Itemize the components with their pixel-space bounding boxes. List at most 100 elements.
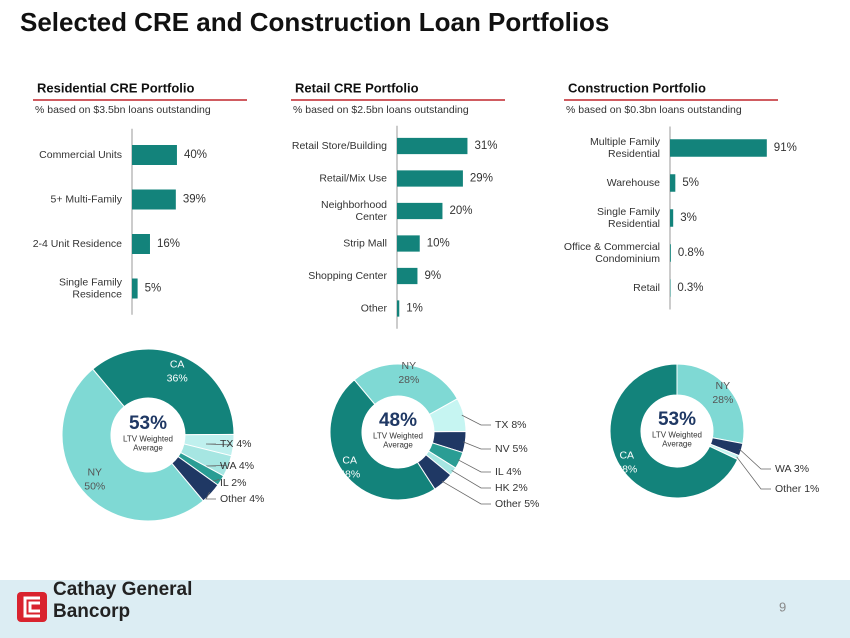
leader-line: [205, 443, 232, 446]
slice-value: 28%: [398, 374, 419, 386]
slice-label: HK 2%: [495, 482, 528, 494]
bar-chart-subtitle: % based on $0.3bn loans outstanding: [566, 104, 742, 116]
value-label: 10%: [427, 238, 450, 250]
donut-hole: [363, 397, 433, 467]
slice-label: WA 3%: [775, 463, 809, 475]
text-line: Average: [662, 440, 692, 449]
leader-line: [736, 456, 771, 490]
slice-category: TX: [495, 419, 508, 431]
donut-slice: [353, 363, 459, 416]
category-label: Multiple Family Residential: [590, 136, 661, 160]
text-line: Residential: [608, 218, 660, 230]
text-line: LTV Weighted: [373, 432, 423, 441]
category-label: Shopping Center: [308, 270, 387, 282]
value-label: 20%: [449, 205, 472, 217]
slice-label: WA 4%: [220, 460, 254, 472]
center-value: 53%: [658, 409, 696, 430]
bar: [670, 279, 671, 297]
leader-line: [461, 414, 491, 426]
leader-line: [205, 491, 216, 500]
bar: [397, 300, 400, 317]
slice-value: 4%: [506, 466, 521, 478]
category-label: Retail Store/Building: [292, 140, 387, 152]
bar-chart-subtitle: % based on $3.5bn loans outstanding: [35, 104, 211, 116]
category-label: Single Family Residence: [59, 276, 123, 300]
text-line: Cathay General: [53, 579, 192, 600]
slice-value: 5%: [513, 443, 528, 455]
value-label: 3%: [680, 212, 697, 224]
center-value: 48%: [379, 410, 417, 431]
slice-category: WA: [775, 463, 792, 475]
text-line: Bancorp: [53, 601, 130, 622]
slice-category: IL: [220, 477, 229, 489]
bar: [670, 209, 674, 227]
slice-value: 28%: [712, 394, 733, 406]
slice-category: NY: [87, 466, 102, 478]
text-line: LTV Weighted: [652, 431, 702, 440]
bar: [397, 235, 420, 252]
bar: [397, 137, 468, 155]
slice-label: TX 4%: [220, 438, 252, 450]
value-label: 5%: [145, 283, 162, 295]
bar: [670, 244, 671, 262]
slice-category: Other: [220, 493, 247, 505]
slice-value: 5%: [524, 498, 539, 510]
bar-chart-title: Residential CRE Portfolio: [37, 80, 195, 95]
leader-line: [441, 480, 491, 505]
text-line: LTV Weighted: [123, 435, 173, 444]
text-line: Condominium: [595, 253, 660, 265]
category-label: Other: [361, 302, 388, 314]
slice-category: IL: [495, 466, 504, 478]
value-label: 40%: [184, 149, 207, 161]
text-line: Residence: [72, 288, 122, 300]
bar: [670, 174, 676, 192]
slice-category: CA: [170, 359, 185, 371]
slice-value: 4%: [249, 493, 264, 505]
slice-category: NY: [402, 360, 417, 372]
page-number: 9: [779, 599, 786, 614]
slice-label: IL 2%: [220, 477, 246, 489]
slice-category: WA: [220, 460, 237, 472]
bar-chart-title: Retail CRE Portfolio: [295, 80, 419, 95]
value-label: 91%: [774, 142, 797, 154]
donut-slice: [61, 368, 204, 522]
category-label: Neighborhood Center: [321, 199, 387, 223]
slice-category: CA: [342, 454, 357, 466]
text-line: Residential: [608, 148, 660, 160]
bar: [132, 234, 150, 254]
logo-glyph: [23, 596, 40, 618]
slice-value: 68%: [616, 464, 637, 476]
text-line: Single Family: [597, 206, 661, 218]
category-label: Retail/Mix Use: [319, 172, 387, 184]
slice-value: 50%: [84, 480, 105, 492]
slice-category: NY: [716, 380, 731, 392]
bar: [397, 267, 418, 285]
donut-hole: [112, 399, 184, 471]
slice-value: 8%: [511, 419, 526, 431]
donut-slice: [609, 363, 739, 499]
leader-line: [463, 441, 491, 450]
text-line: Neighborhood: [321, 199, 387, 211]
footer-band: [0, 580, 850, 638]
category-label: Single Family Residential: [597, 206, 661, 230]
center-value: 53%: [129, 413, 167, 434]
category-label: Office & Commercial Condominium: [564, 241, 660, 265]
category-label: Commercial Units: [39, 149, 122, 161]
slice-category: TX: [220, 438, 233, 450]
slice-category: HK: [495, 482, 510, 494]
text-line: Average: [383, 441, 413, 450]
category-label: Retail: [633, 282, 660, 294]
donut-slice: [329, 379, 436, 501]
slice-label: IL 4%: [495, 466, 521, 478]
value-label: 5%: [682, 177, 699, 189]
donut-slice: [676, 363, 745, 445]
value-label: 9%: [424, 270, 441, 282]
leader-line: [739, 448, 771, 470]
slice-label: TX 8%: [495, 419, 527, 431]
leader-line: [451, 470, 491, 489]
bar: [132, 189, 176, 210]
slice-label: Other 1%: [775, 483, 819, 495]
donut-hole: [642, 396, 712, 466]
